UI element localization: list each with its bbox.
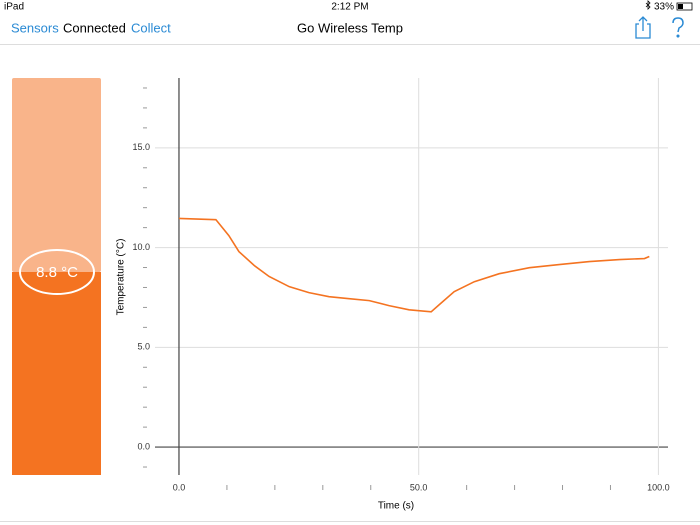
clock: 2:12 PM: [331, 2, 368, 13]
battery-icon: [676, 2, 693, 11]
y-tick-label: 10.0: [132, 242, 150, 252]
y-axis-label: Temperature (°C): [116, 239, 127, 316]
sensors-button[interactable]: Sensors: [11, 20, 59, 35]
x-axis-label: Time (s): [378, 501, 414, 512]
x-tick-label: 0.0: [173, 482, 186, 492]
temperature-line: [178, 217, 650, 313]
y-tick-label: 15.0: [132, 142, 150, 152]
bluetooth-icon: [645, 0, 651, 10]
y-tick-label: 0.0: [137, 441, 150, 451]
meter-fill: [12, 272, 101, 475]
collect-button[interactable]: Collect: [131, 20, 171, 35]
x-tick-label: 100.0: [647, 482, 670, 492]
meter-background: [12, 78, 101, 272]
share-button[interactable]: [635, 16, 651, 39]
connection-status: Connected: [63, 20, 126, 35]
help-button[interactable]: [672, 17, 684, 38]
x-tick-label: 50.0: [410, 482, 428, 492]
meter-reading-ring: [19, 249, 95, 295]
nav-title: Go Wireless Temp: [297, 20, 403, 35]
battery-level: 33%: [654, 2, 674, 13]
battery-fill: [678, 4, 683, 9]
y-tick-label: 5.0: [137, 342, 150, 352]
meter-reading: 8.8 °C: [36, 264, 78, 281]
device-name: iPad: [4, 2, 24, 13]
